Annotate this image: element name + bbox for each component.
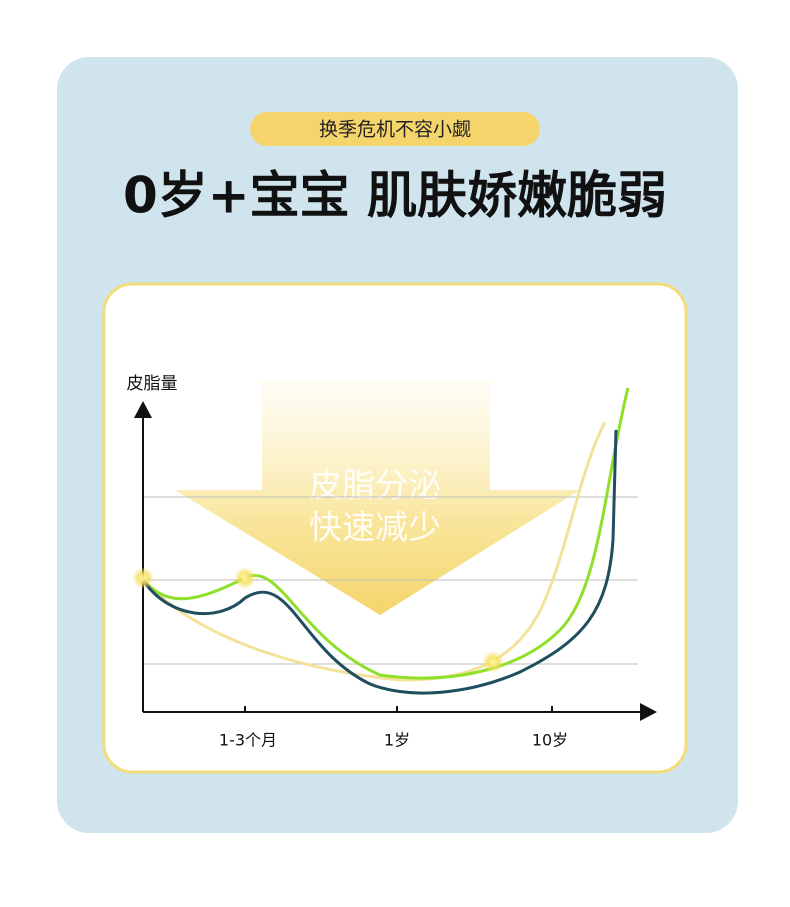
glow-dot (132, 567, 154, 589)
badge (250, 112, 540, 146)
curve-dark (141, 429, 618, 695)
x-arrow (640, 703, 657, 721)
arrow-text: 快速减少 (309, 508, 441, 547)
glow-dot (234, 567, 256, 589)
title: 0岁+宝宝 肌肤娇嫩脆弱 (123, 167, 667, 225)
x-label: 1-3个月 (219, 731, 277, 750)
grid (143, 496, 638, 665)
glow-dot (482, 651, 504, 673)
arrow-text: 皮脂分泌 (309, 466, 441, 505)
curve-pale (141, 421, 607, 682)
y-axis-label: 皮脂量 (127, 374, 178, 394)
badge-text: 换季危机不容小觑 (319, 119, 471, 141)
curve-green (141, 387, 630, 680)
y-arrow (134, 401, 152, 418)
x-label: 1岁 (384, 731, 410, 750)
x-label: 10岁 (532, 731, 568, 750)
